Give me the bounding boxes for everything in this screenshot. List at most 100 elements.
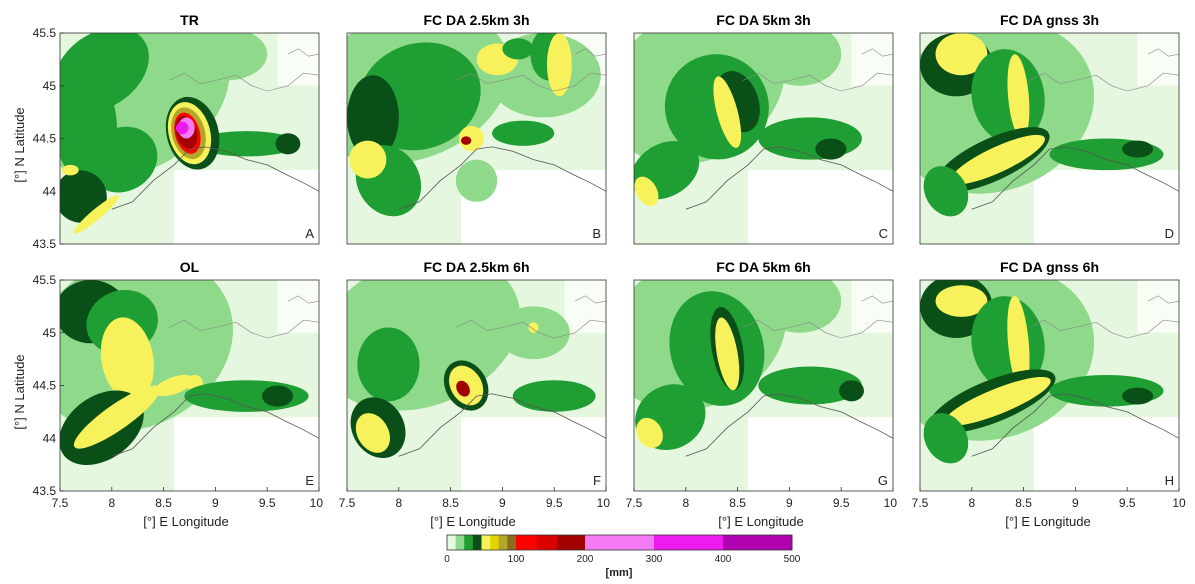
panel-c: FC DA 5km 3h C — [633, 12, 894, 245]
region-border — [1147, 48, 1179, 57]
x-axis-label-col2: [°] E Longitude — [430, 514, 515, 529]
precip-field — [60, 280, 319, 491]
x-tick-label: 7.5 — [52, 496, 69, 510]
x-tick-label: 8.5 — [442, 496, 459, 510]
precip-cell — [355, 413, 391, 453]
panel-letter: G — [878, 473, 888, 488]
panel-letter: C — [879, 226, 888, 241]
precip-cell — [923, 166, 969, 217]
y-tick-label: 45 — [43, 326, 57, 340]
colorbar-tick-label: 100 — [508, 554, 525, 565]
low-precip-area — [851, 280, 893, 333]
precip-cell — [636, 417, 663, 449]
panel-letter: A — [305, 226, 314, 241]
precip-field — [920, 33, 1179, 244]
precip-cell — [455, 159, 498, 202]
y-axis-label-top: [°] N Latitude — [12, 107, 27, 182]
y-axis-label-bottom: [°] N Latitude — [12, 354, 27, 429]
x-tick-label: 8 — [395, 496, 402, 510]
precip-cell — [944, 376, 1051, 426]
panel-h: FC DA gnss 6h H 7.5 8 8.5 9 9.5 10 — [912, 259, 1186, 510]
colorbar-tick-label: 500 — [784, 554, 801, 565]
precip-cell — [176, 121, 189, 135]
precip-cell — [528, 322, 539, 333]
y-tick-label: 43.5 — [33, 237, 57, 251]
x-tick-label: 9 — [1072, 496, 1079, 510]
low-precip-area — [564, 280, 606, 333]
coastline — [685, 393, 893, 457]
precip-cell — [923, 413, 969, 464]
region-border — [168, 72, 319, 92]
y-tick-label: 45 — [43, 79, 57, 93]
coastline — [111, 146, 319, 210]
precip-cell — [73, 385, 161, 449]
sea-area — [747, 170, 893, 244]
precip-cell — [60, 170, 107, 223]
precip-cell — [100, 317, 154, 401]
panel-frame — [919, 279, 1180, 492]
panel-frame — [346, 32, 607, 245]
precip-cell — [758, 280, 842, 333]
precip-cell — [634, 176, 659, 206]
region-border — [574, 48, 606, 57]
panel-title: FC DA gnss 3h — [1000, 12, 1099, 28]
x-tick-label: 8 — [108, 496, 115, 510]
precip-cell — [184, 33, 268, 81]
precip-cell — [73, 195, 119, 234]
precip-cell — [1122, 140, 1154, 158]
coastline — [398, 146, 606, 210]
panel-frame — [633, 279, 894, 492]
precip-cell — [758, 33, 842, 86]
panel-g: FC DA 5km 6h G 7.5 8 8.5 9 9.5 10 — [626, 259, 898, 510]
sea-area — [1033, 170, 1179, 244]
precip-cell — [1007, 54, 1030, 139]
x-axis-label-col3: [°] E Longitude — [718, 514, 803, 529]
x-tick-label: 9.5 — [259, 496, 276, 510]
region-border — [1147, 295, 1179, 304]
colorbar-bin — [536, 535, 558, 550]
sea-area — [747, 417, 893, 491]
x-tick-label: 7.5 — [912, 496, 929, 510]
region-border — [861, 295, 893, 304]
precip-cell — [502, 38, 534, 60]
region-border — [287, 295, 319, 304]
panel-letter: H — [1165, 473, 1174, 488]
precip-cell — [1122, 387, 1154, 405]
precip-cell — [1007, 295, 1030, 391]
low-precip-area — [277, 280, 319, 333]
precip-cell — [935, 33, 988, 76]
precip-cell — [713, 76, 742, 148]
colorbar-bin — [654, 535, 724, 550]
colorbar-bin — [481, 535, 491, 550]
sea-area — [173, 170, 319, 244]
colorbar-bin — [472, 535, 482, 550]
colorbar-bin — [498, 535, 508, 550]
panel-letter: F — [593, 473, 601, 488]
coastline — [685, 146, 893, 210]
x-tick-label: 8 — [682, 496, 689, 510]
x-tick-label: 7.5 — [339, 496, 356, 510]
colorbar-tick-label: 300 — [646, 554, 663, 565]
colorbar-unit-label: [mm] — [606, 567, 633, 579]
precip-field — [347, 280, 606, 491]
low-precip-area — [1137, 33, 1179, 86]
panel-title: FC DA 5km 6h — [716, 259, 810, 275]
precip-cell — [349, 140, 387, 179]
coastline — [971, 393, 1179, 457]
x-tick-label: 10 — [884, 496, 898, 510]
precip-cell — [62, 164, 79, 176]
y-tick-label: 43.5 — [33, 484, 57, 498]
colorbar-bin — [723, 535, 793, 550]
precip-cell — [492, 120, 555, 146]
colorbar-bin — [464, 535, 474, 550]
precip-cell — [512, 380, 596, 412]
panel-title: FC DA 5km 3h — [716, 12, 810, 28]
region-border — [1028, 72, 1179, 92]
sea-area — [1033, 417, 1179, 491]
x-tick-label: 8 — [968, 496, 975, 510]
colorbar-tick-label: 400 — [715, 554, 732, 565]
region-border — [861, 48, 893, 57]
panel-f: FC DA 2.5km 6h F 7.5 8 8.5 9 9.5 10 — [339, 259, 611, 510]
precip-field — [634, 33, 893, 244]
region-border — [742, 319, 893, 339]
